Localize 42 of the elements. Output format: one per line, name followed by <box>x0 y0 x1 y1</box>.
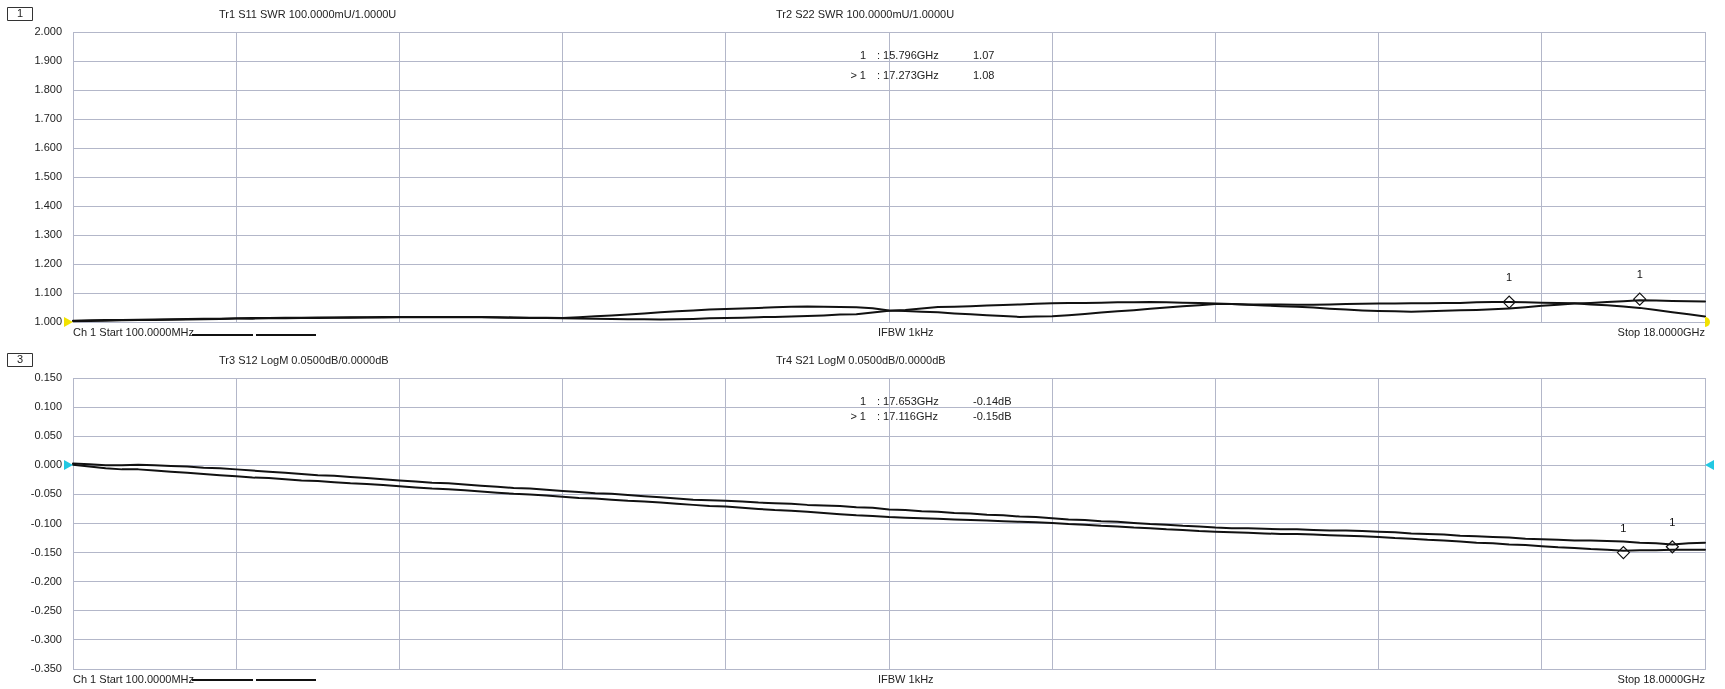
series-label: 1 <box>1620 521 1627 534</box>
text: > 1 : 17.273GHz 1.08 <box>850 69 995 82</box>
y-tick-label: -0.300 <box>30 632 62 645</box>
y-tick-label: 1.600 <box>34 141 62 154</box>
text: 1 : 17.653GHz -0.14dB <box>859 395 1012 408</box>
y-tick-label: 0.100 <box>34 400 62 413</box>
y-tick-label: 2.000 <box>34 25 62 38</box>
y-tick-label: 1.000 <box>34 315 62 328</box>
y-tick-label: 0.150 <box>34 371 62 384</box>
text: Stop 18.0000GHz <box>1617 326 1705 339</box>
y-tick-label: 1.800 <box>34 83 62 96</box>
y-tick-label: 0.050 <box>34 429 62 442</box>
y-tick-label: 1.100 <box>34 286 62 299</box>
y-tick-label: 1.500 <box>34 170 62 183</box>
text: Ch 1 Start 100.0000MHz <box>73 673 195 686</box>
text: Stop 18.0000GHz <box>1617 673 1705 686</box>
text: IFBW 1kHz <box>878 673 934 686</box>
y-tick-label: 1.400 <box>34 199 62 212</box>
text: Tr4 S21 LogM 0.0500dB/0.0000dB <box>776 354 946 367</box>
text: > 1 : 17.116GHz -0.15dB <box>850 410 1012 423</box>
text: Tr2 S22 SWR 100.0000mU/1.0000U <box>776 8 955 21</box>
text: Tr1 S11 SWR 100.0000mU/1.0000U <box>219 8 397 21</box>
y-tick-label: -0.050 <box>30 487 62 500</box>
annotation: 1 <box>1636 268 1643 281</box>
y-tick-label: -0.200 <box>30 574 62 587</box>
y-tick-label: 1.700 <box>34 112 62 125</box>
y-tick-label: -0.100 <box>30 516 62 529</box>
text: 3 <box>16 353 24 366</box>
y-tick-label: 1.900 <box>34 54 62 67</box>
text: Tr3 S12 LogM 0.0500dB/0.0000dB <box>219 354 389 367</box>
text: IFBW 1kHz <box>878 326 934 339</box>
y-tick-label: 0.000 <box>34 458 62 471</box>
y-tick-label: -0.150 <box>30 545 62 558</box>
y-tick-label: 1.200 <box>34 257 62 270</box>
text: 1 <box>16 7 24 20</box>
text: 1 <box>1669 515 1676 528</box>
y-tick-label: -0.350 <box>30 662 62 675</box>
text: 1 : 15.796GHz 1.07 <box>859 49 995 62</box>
series-label: 1 <box>1506 271 1513 284</box>
y-tick-label: -0.250 <box>30 603 62 616</box>
y-tick-label: 1.300 <box>34 228 62 241</box>
text: Ch 1 Start 100.0000MHz <box>73 326 195 339</box>
